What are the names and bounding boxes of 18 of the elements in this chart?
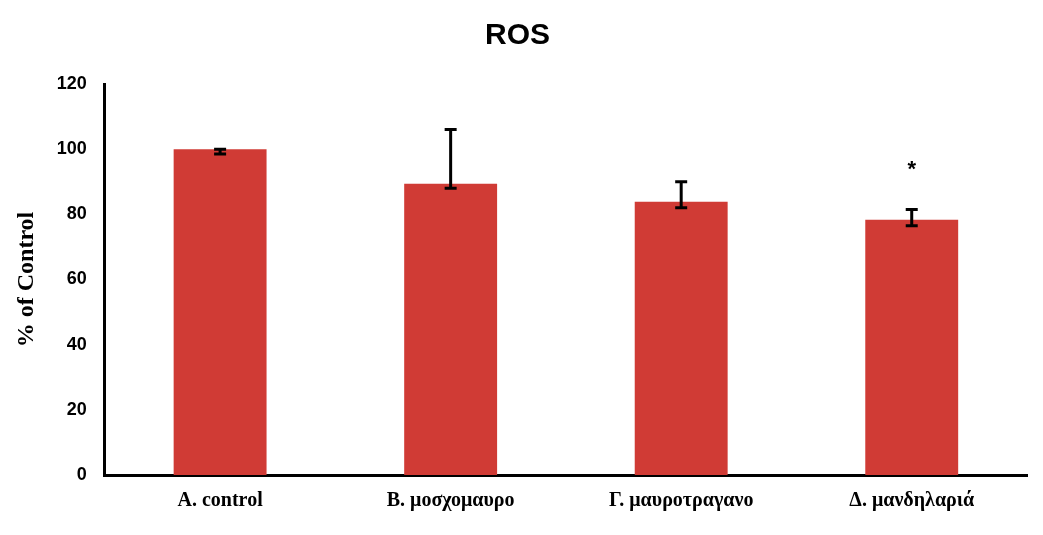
y-tick-label: 100 <box>56 138 87 159</box>
y-tick-label: 20 <box>66 398 87 419</box>
y-tick-label: 80 <box>66 203 87 224</box>
x-tick-label: B. μοσχομαυρο <box>386 488 515 512</box>
x-tick-label: Δ. μανδηλαριά <box>849 488 975 512</box>
bar <box>404 183 498 475</box>
x-tick-label: A. control <box>177 488 264 511</box>
bar <box>865 219 959 475</box>
y-tick-label: 0 <box>76 463 87 484</box>
bar <box>173 149 267 475</box>
x-tick-label: Γ. μαυροτραγανο <box>608 488 754 512</box>
y-tick-label: 60 <box>66 268 87 289</box>
y-tick-label: 120 <box>56 72 87 93</box>
y-axis-title: % of Control <box>11 211 38 348</box>
chart-title: ROS <box>484 17 551 51</box>
y-tick-label: 40 <box>66 333 87 354</box>
bar <box>634 201 728 475</box>
annotation: * <box>907 155 917 181</box>
